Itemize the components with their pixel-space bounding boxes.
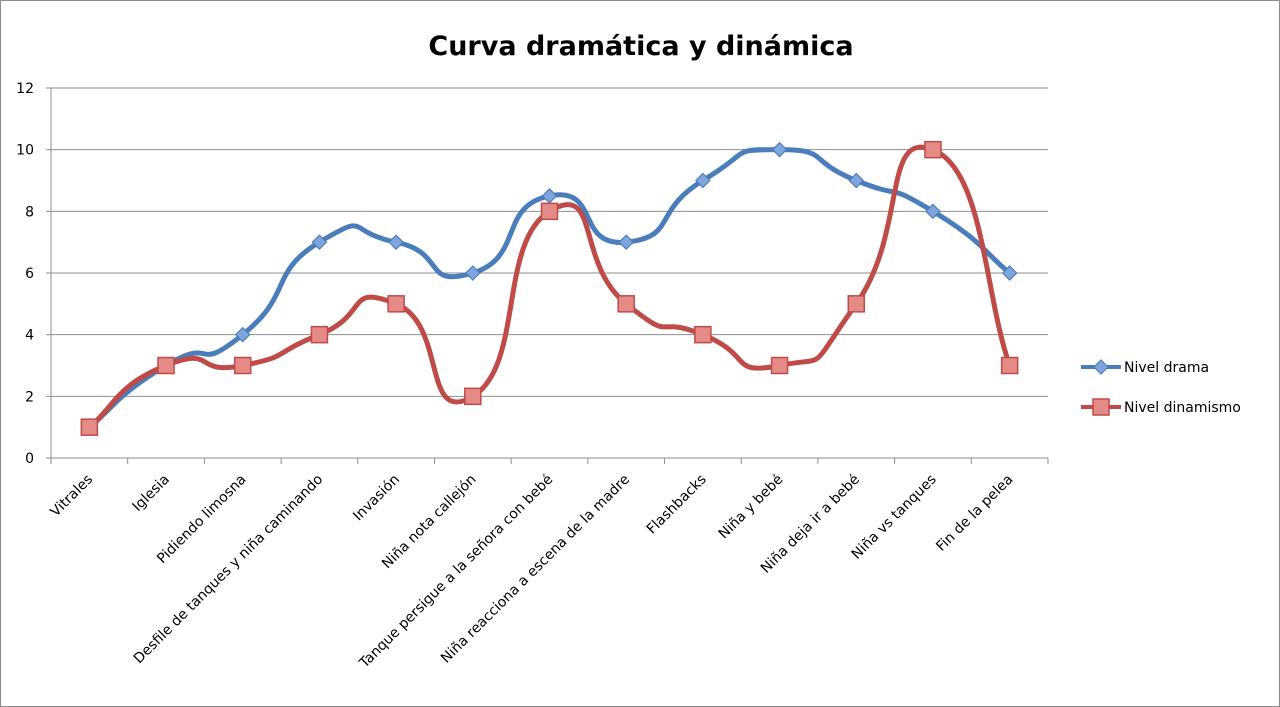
data-point-1-8 bbox=[694, 325, 712, 344]
data-point-0-4 bbox=[388, 234, 404, 251]
data-point-0-5 bbox=[464, 265, 481, 281]
series-line-1 bbox=[86, 144, 1013, 430]
legend-marker bbox=[1092, 398, 1110, 416]
x-category-label: Vitrales bbox=[48, 472, 97, 521]
y-tick-label: 0 bbox=[25, 451, 34, 467]
data-point-1-3 bbox=[310, 325, 329, 344]
x-category-label: Niña vs tanques bbox=[849, 472, 940, 563]
data-point-1-4 bbox=[387, 295, 405, 313]
data-point-0-9 bbox=[771, 141, 788, 158]
data-point-1-12 bbox=[1000, 356, 1019, 375]
chart-title: Curva dramática y dinámica bbox=[428, 31, 853, 62]
y-tick-label: 10 bbox=[16, 143, 34, 159]
legend-label: Nivel dinamismo bbox=[1124, 400, 1241, 416]
data-point-1-7 bbox=[617, 295, 635, 313]
gridlines bbox=[51, 87, 1048, 397]
data-point-0-7 bbox=[618, 234, 635, 251]
y-axis-ticks: 0 2 4 6 8 10 12 bbox=[16, 81, 51, 467]
x-category-label: Flashbacks bbox=[644, 472, 710, 538]
data-point-0-10 bbox=[848, 172, 865, 189]
y-tick-label: 2 bbox=[25, 389, 34, 405]
data-point-0-2 bbox=[234, 326, 251, 343]
data-point-0-11 bbox=[925, 203, 941, 220]
data-point-0-3 bbox=[311, 234, 328, 251]
legend-marker bbox=[1093, 359, 1109, 375]
y-tick-label: 4 bbox=[25, 328, 34, 344]
x-category-label: Fin de la pelea bbox=[933, 472, 1016, 555]
x-category-label: Niña y bebé bbox=[716, 472, 787, 543]
data-point-1-5 bbox=[464, 387, 482, 406]
legend-label: Nivel drama bbox=[1124, 360, 1209, 376]
data-point-1-9 bbox=[770, 356, 789, 375]
y-tick-label: 12 bbox=[16, 81, 34, 97]
series-markers bbox=[80, 140, 1019, 436]
legend: Nivel drama Nivel dinamismo bbox=[1081, 359, 1241, 416]
data-point-0-8 bbox=[695, 172, 711, 189]
data-point-1-2 bbox=[233, 356, 252, 375]
data-point-1-6 bbox=[540, 202, 559, 221]
data-point-1-1 bbox=[157, 356, 175, 375]
data-point-0-6 bbox=[541, 188, 558, 204]
data-point-0-12 bbox=[1001, 265, 1018, 281]
y-tick-label: 6 bbox=[25, 266, 34, 282]
data-point-1-11 bbox=[924, 140, 942, 159]
x-category-label: Iglesia bbox=[130, 472, 173, 515]
y-tick-label: 8 bbox=[25, 204, 34, 220]
data-point-1-0 bbox=[80, 418, 99, 436]
x-category-label: Invasión bbox=[350, 472, 403, 525]
data-point-1-10 bbox=[847, 295, 866, 313]
